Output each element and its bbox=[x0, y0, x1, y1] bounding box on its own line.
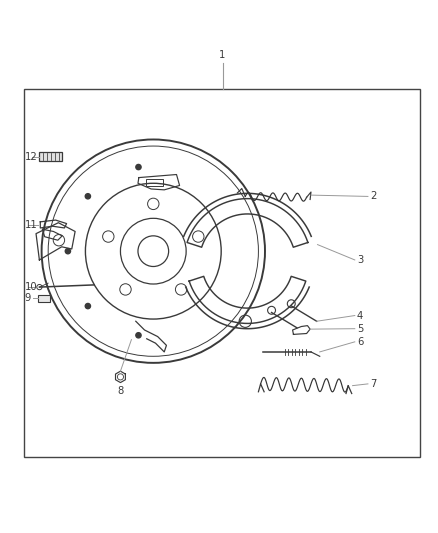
Text: 4: 4 bbox=[357, 311, 363, 320]
Text: 2: 2 bbox=[370, 191, 377, 201]
Text: 3: 3 bbox=[357, 255, 363, 265]
Text: 5: 5 bbox=[357, 324, 364, 334]
Circle shape bbox=[136, 333, 141, 338]
FancyBboxPatch shape bbox=[38, 295, 50, 302]
Text: 12: 12 bbox=[25, 151, 37, 161]
Circle shape bbox=[85, 303, 91, 309]
Text: 9: 9 bbox=[25, 294, 31, 303]
Text: 7: 7 bbox=[370, 379, 377, 389]
Circle shape bbox=[136, 164, 141, 169]
Text: 11: 11 bbox=[25, 220, 37, 230]
Circle shape bbox=[85, 193, 91, 199]
Text: 6: 6 bbox=[357, 337, 364, 347]
Circle shape bbox=[65, 248, 71, 254]
Bar bbox=[24, 89, 420, 457]
FancyBboxPatch shape bbox=[39, 152, 62, 161]
Text: 8: 8 bbox=[117, 386, 124, 395]
Text: 1: 1 bbox=[219, 50, 226, 60]
Text: 10: 10 bbox=[25, 282, 37, 292]
